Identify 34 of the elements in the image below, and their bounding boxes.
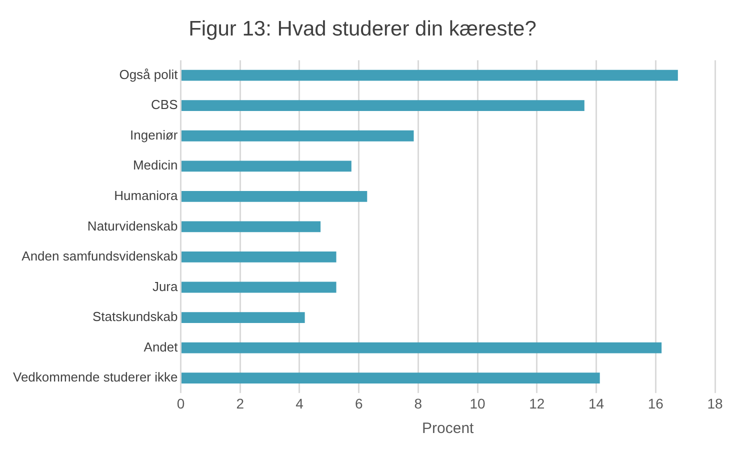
y-tick-label: Naturvidenskab [87, 218, 178, 234]
x-tick-label: 10 [470, 395, 486, 412]
y-tick-label: Humaniora [114, 188, 179, 204]
bar [182, 372, 600, 384]
y-tick-label: Anden samfundsvidenskab [22, 248, 178, 264]
bar [182, 252, 336, 262]
y-tick-label: Også polit [119, 66, 178, 82]
x-tick-label: 14 [588, 395, 604, 412]
x-tick-label: 18 [707, 395, 723, 412]
x-tick-label: 6 [354, 395, 363, 412]
bar [182, 160, 352, 172]
x-tick-label: 16 [648, 395, 664, 412]
x-tick-label: 4 [296, 395, 304, 412]
x-tick-label: 0 [176, 395, 185, 412]
x-tick-label: 2 [236, 395, 244, 412]
chart-title: Figur 13: Hvad studerer din kæreste? [188, 17, 536, 40]
y-tick-label: Statskundskab [92, 309, 178, 324]
x-axis-title: Procent [422, 420, 475, 438]
y-tick-label: Vedkommende studerer ikke [12, 370, 178, 385]
y-tick-label: Ingeniør [130, 127, 178, 142]
bar [182, 190, 368, 202]
bar [182, 221, 321, 232]
y-tick-label: Jura [152, 278, 179, 294]
bar [182, 312, 305, 323]
y-tick-label: CBS [151, 97, 178, 112]
y-tick-label: Andet [144, 339, 178, 354]
bar [182, 342, 662, 354]
x-tick-label: 12 [529, 395, 545, 412]
y-tick-label: Medicin [132, 158, 178, 173]
bar [182, 282, 336, 293]
bar [182, 100, 584, 112]
bar [182, 70, 678, 81]
x-tick-label: 8 [414, 395, 422, 412]
bar [182, 130, 414, 142]
